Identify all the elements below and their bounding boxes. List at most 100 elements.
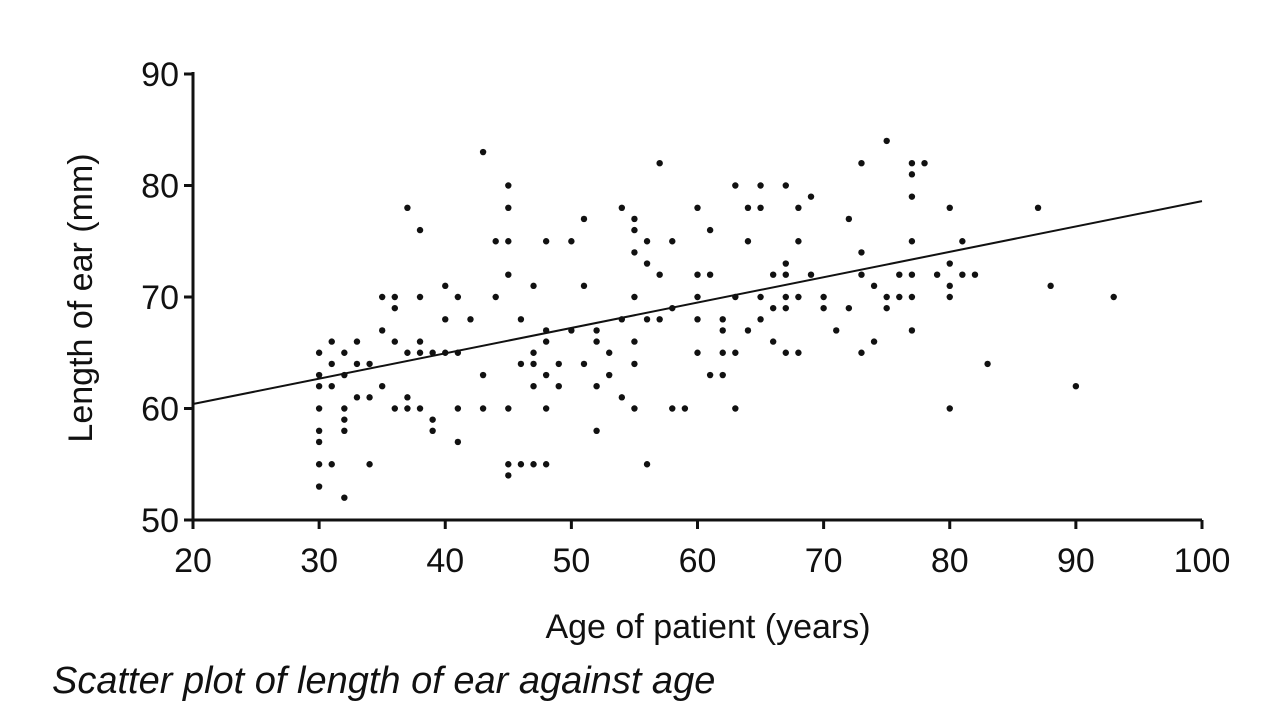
data-point [795, 349, 802, 356]
data-point [315, 483, 323, 490]
data-point [757, 316, 764, 323]
x-tick-label: 50 [552, 542, 590, 580]
data-point [479, 405, 487, 412]
data-point [568, 238, 575, 245]
data-point [795, 293, 802, 301]
data-point [328, 338, 335, 345]
data-point [416, 293, 424, 301]
data-point [959, 238, 966, 245]
data-point [631, 360, 638, 368]
data-point [643, 461, 651, 468]
data-point [593, 427, 600, 434]
data-point [530, 461, 537, 468]
data-point [908, 293, 916, 301]
data-point [505, 461, 512, 468]
data-point [858, 160, 865, 167]
data-point [580, 360, 588, 368]
y-tick-label: 70 [141, 279, 179, 317]
data-point [732, 349, 739, 356]
data-point [719, 371, 726, 379]
data-point [631, 405, 638, 412]
data-point [505, 238, 512, 245]
data-point [618, 394, 626, 401]
data-point [618, 204, 626, 211]
data-point [530, 360, 537, 368]
data-point [378, 293, 386, 301]
y-tick-label: 80 [141, 168, 179, 206]
data-point [782, 260, 789, 267]
data-point [719, 316, 726, 323]
figure-caption: Scatter plot of length of ear against ag… [52, 660, 716, 702]
data-point [883, 293, 890, 301]
trendline-group [192, 200, 1203, 406]
data-point [580, 282, 588, 290]
data-point [1047, 282, 1054, 290]
data-point [454, 405, 462, 412]
data-point [555, 383, 562, 390]
data-point [833, 327, 840, 334]
data-point [896, 271, 903, 278]
data-point [429, 349, 436, 356]
data-point [1034, 204, 1042, 211]
data-point [744, 204, 752, 211]
data-point [366, 394, 373, 401]
data-point [328, 461, 335, 468]
data-point [1072, 383, 1080, 390]
data-point [769, 271, 777, 278]
data-point [353, 360, 361, 368]
data-point [631, 338, 638, 345]
scatter-chart: 20 30 40 50 60 70 80 90 100 50 60 70 80 90 Age of pat… [62, 56, 1231, 646]
data-point [782, 271, 789, 278]
data-point [946, 282, 953, 290]
data-point [366, 461, 373, 468]
data-point [782, 304, 789, 312]
data-point [517, 316, 525, 323]
data-point [429, 427, 436, 434]
data-point [946, 260, 953, 267]
data-point [643, 238, 651, 245]
data-point [606, 371, 613, 379]
data-point [391, 338, 398, 345]
data-points [315, 137, 1117, 501]
data-point [706, 271, 714, 278]
data-point [416, 338, 424, 345]
data-point [795, 204, 802, 211]
data-point [732, 182, 739, 189]
data-point [315, 438, 323, 446]
data-point [769, 304, 777, 312]
x-tick-label: 100 [1174, 542, 1231, 580]
data-point [694, 316, 701, 323]
data-point [315, 461, 323, 468]
data-point [883, 137, 890, 145]
data-point [328, 383, 335, 390]
data-point [442, 282, 449, 290]
data-point [492, 293, 499, 301]
data-point [416, 405, 424, 412]
data-point [782, 349, 789, 356]
data-point [542, 461, 550, 468]
data-point [542, 338, 550, 345]
data-point [517, 360, 525, 368]
data-point [643, 316, 651, 323]
data-point [315, 349, 323, 356]
data-point [542, 371, 550, 379]
data-point [315, 427, 323, 434]
data-point [694, 204, 701, 211]
data-point [795, 238, 802, 245]
data-point [845, 215, 853, 223]
data-point [593, 383, 600, 390]
y-axis-label: Length of ear (mm) [62, 153, 100, 442]
data-point [505, 405, 512, 412]
data-point [946, 405, 953, 412]
data-point [946, 204, 953, 211]
data-point [681, 405, 689, 412]
data-point [391, 304, 398, 312]
data-point [669, 238, 676, 245]
data-point [820, 304, 827, 312]
data-point [656, 271, 663, 278]
data-point [467, 316, 474, 323]
data-point [820, 293, 827, 301]
data-point [454, 293, 462, 301]
x-axis-label: Age of patient (years) [545, 608, 870, 646]
data-point [719, 349, 726, 356]
